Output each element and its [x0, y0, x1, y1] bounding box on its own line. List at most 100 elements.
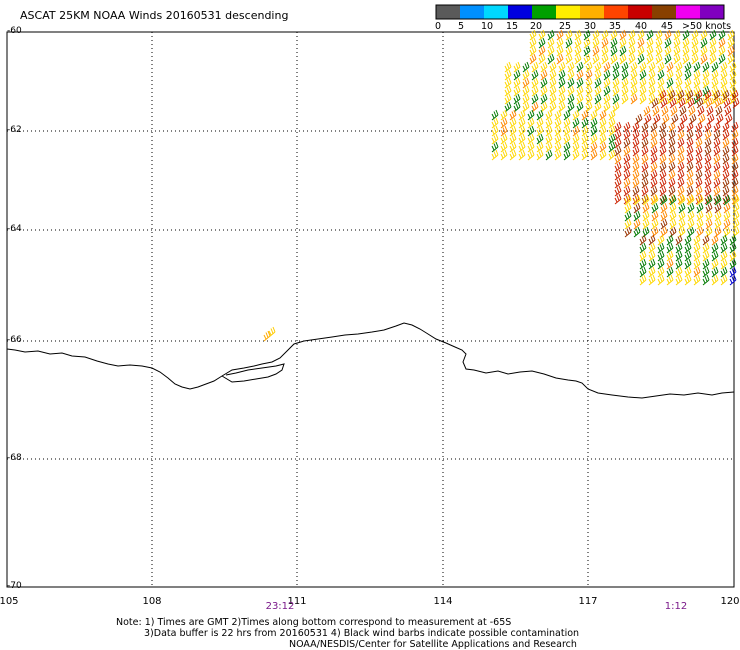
wind-barb [621, 77, 629, 89]
wind-barb [666, 258, 674, 270]
wind-barb [709, 29, 717, 41]
wind-barb [509, 149, 517, 161]
wind-barb [671, 113, 679, 125]
wind-barb [666, 234, 674, 246]
wind-barb [687, 97, 695, 109]
wind-barb [723, 202, 731, 214]
wind-barb [713, 153, 721, 165]
wind-barb [705, 202, 713, 214]
wind-barb [691, 45, 699, 57]
wind-barb [668, 169, 676, 181]
wind-barb [643, 105, 651, 117]
wind-barb [662, 113, 670, 125]
wind-barb [677, 177, 685, 189]
wind-barb [664, 45, 672, 57]
wind-barb [603, 61, 611, 73]
wind-barb [682, 53, 690, 65]
wind-barb [704, 169, 712, 181]
wind-barb [536, 125, 544, 137]
wind-barb [549, 101, 557, 113]
wind-barb [650, 161, 658, 173]
wind-barb [732, 97, 740, 109]
lat-label--66: -66 [7, 335, 22, 345]
wind-barb [731, 161, 739, 173]
wind-barb [623, 161, 631, 173]
wind-barb [657, 93, 665, 105]
wind-barb [706, 105, 714, 117]
wind-barb [599, 117, 607, 129]
wind-barb [491, 149, 499, 161]
wind-barb [695, 89, 703, 101]
wind-barb [704, 153, 712, 165]
wind-barb [648, 77, 656, 89]
wind-barb [722, 145, 730, 157]
wind-barb [592, 37, 600, 49]
wind-barb [684, 274, 692, 286]
wind-barb [693, 274, 701, 286]
wind-barb [729, 250, 737, 262]
wind-barb [720, 258, 728, 270]
wind-barb [713, 169, 721, 181]
wind-barb [527, 117, 535, 129]
wind-barb [686, 193, 694, 205]
wind-barb [639, 85, 647, 97]
wind-barb [668, 185, 676, 197]
wind-barb [581, 141, 589, 153]
wind-barb [650, 145, 658, 157]
wind-barb [612, 69, 620, 81]
graticule [7, 32, 734, 587]
wind-barb [720, 242, 728, 254]
wind-barb [648, 242, 656, 254]
wind-barb [729, 258, 737, 270]
wind-barb [695, 169, 703, 181]
wind-barb [687, 218, 695, 230]
wind-barb [711, 85, 719, 97]
wind-barb [614, 121, 622, 133]
wind-barb [714, 194, 722, 206]
wind-barb [668, 137, 676, 149]
legend-swatch [532, 5, 556, 19]
wind-barb [650, 129, 658, 141]
wind-barb [633, 210, 641, 222]
wind-barb [531, 93, 539, 105]
wind-barb [632, 193, 640, 205]
wind-barb [599, 125, 607, 137]
legend-swatch [580, 5, 604, 19]
wind-barb [531, 77, 539, 89]
wind-barb [702, 234, 710, 246]
wind-barb [732, 210, 740, 222]
lat-label--68: -68 [7, 453, 22, 463]
wind-barb [500, 133, 508, 145]
wind-barb [720, 85, 728, 97]
wind-barb [545, 109, 553, 121]
wind-barb [714, 202, 722, 214]
wind-barb [650, 137, 658, 149]
wind-barb [677, 137, 685, 149]
wind-barb [666, 266, 674, 278]
wind-barb [702, 61, 710, 73]
wind-barb [713, 89, 721, 101]
wind-barb [722, 137, 730, 149]
wind-barb [585, 61, 593, 73]
wind-barb [675, 242, 683, 254]
wind-barb [729, 69, 737, 81]
wind-barb [614, 185, 622, 197]
wind-barb [659, 145, 667, 157]
wind-barb [592, 29, 600, 41]
wind-barb [659, 137, 667, 149]
wind-barb [729, 234, 737, 246]
wind-barb [504, 93, 512, 105]
wind-barb [687, 210, 695, 222]
wind-barb [695, 193, 703, 205]
wind-barb [628, 45, 636, 57]
wind-barb [639, 274, 647, 286]
wind-barb [637, 45, 645, 57]
wind-barb [657, 69, 665, 81]
wind-barb [527, 125, 535, 137]
wind-barb [531, 69, 539, 81]
wind-barb [684, 242, 692, 254]
wind-barb [678, 226, 686, 238]
wind-barb [601, 53, 609, 65]
wind-barb [705, 97, 713, 109]
wind-barb [509, 141, 517, 153]
